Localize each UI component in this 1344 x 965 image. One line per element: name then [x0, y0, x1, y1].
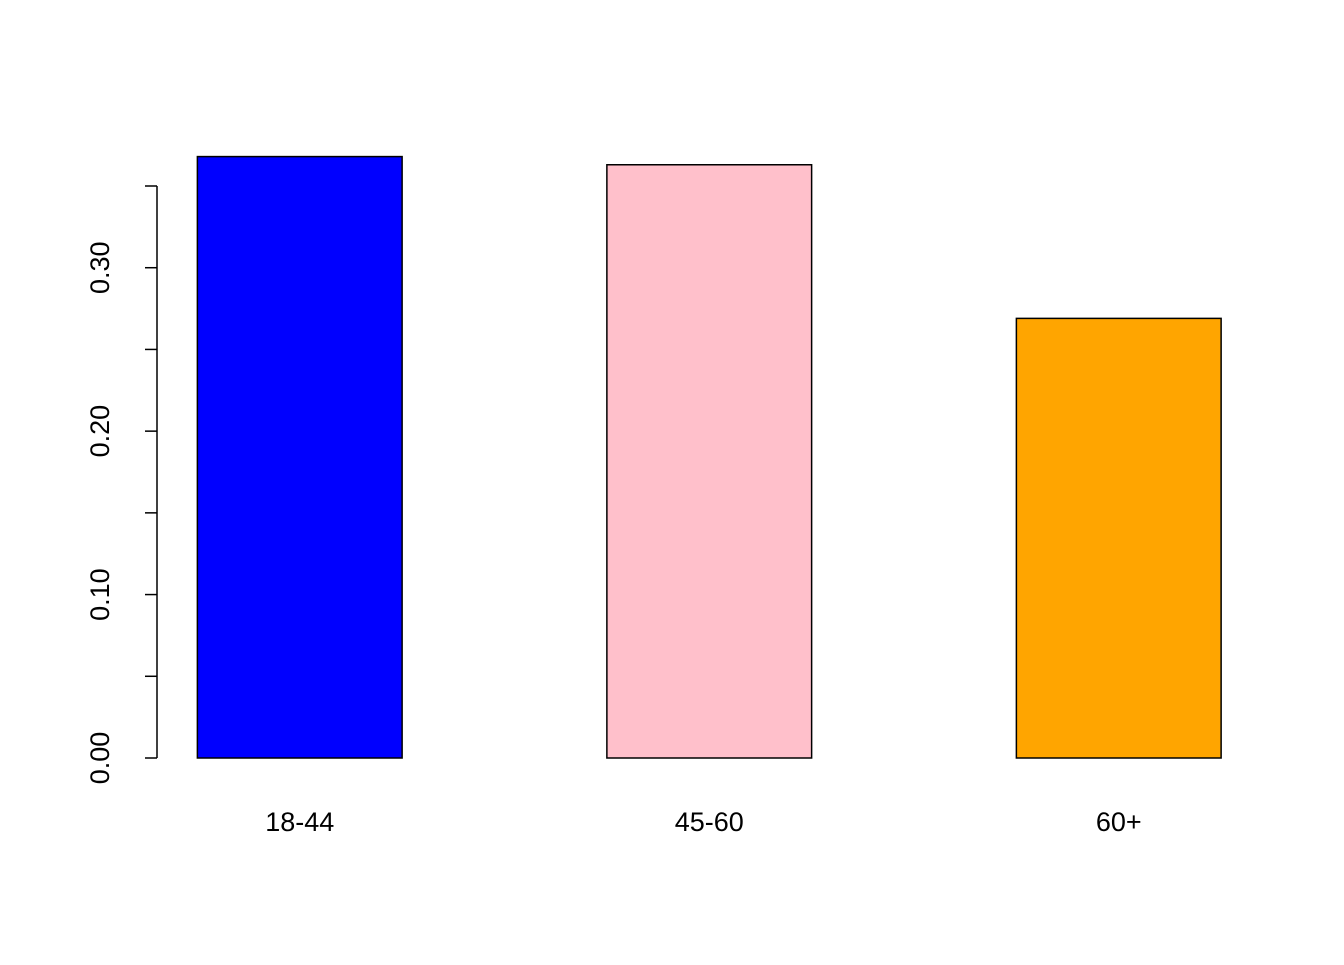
y-tick-label: 0.20 — [85, 405, 115, 458]
bar — [196, 155, 403, 759]
y-tick-label: 0.30 — [85, 241, 115, 294]
x-tick-label: 60+ — [1096, 807, 1142, 837]
y-tick-label: 0.10 — [85, 568, 115, 621]
y-tick-label: 0.00 — [85, 732, 115, 785]
bar — [606, 164, 813, 759]
bar — [1015, 317, 1222, 759]
x-tick-label: 18-44 — [265, 807, 334, 837]
x-tick-label: 45-60 — [675, 807, 744, 837]
